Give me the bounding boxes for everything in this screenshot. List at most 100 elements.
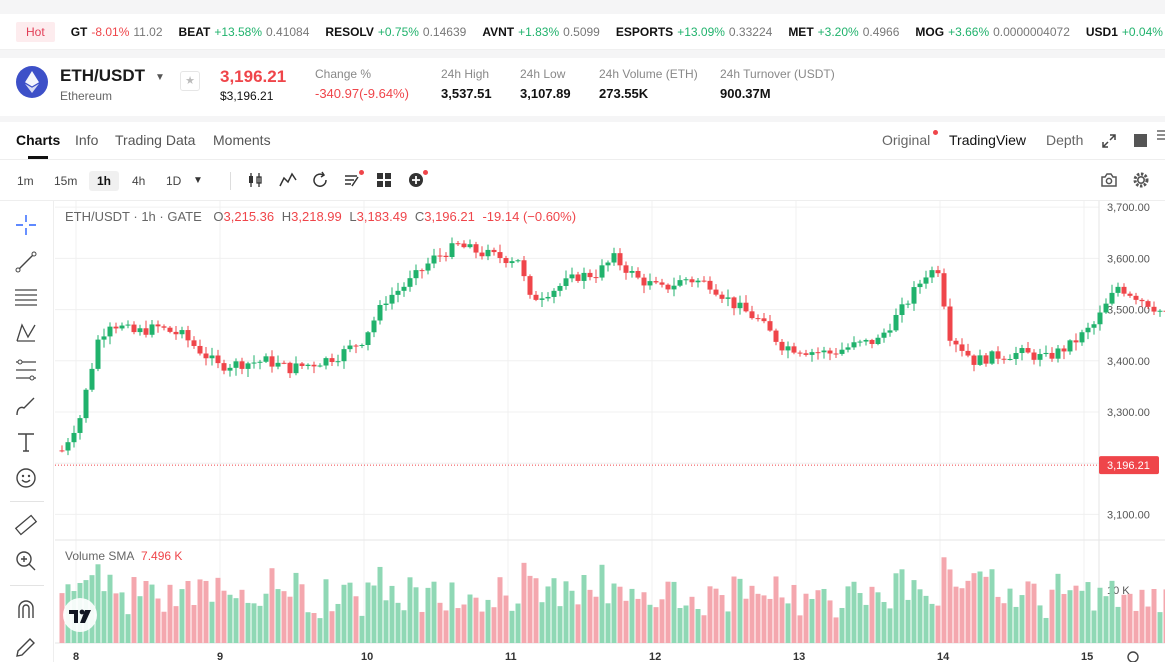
volume-bar xyxy=(744,599,749,643)
candle-body xyxy=(900,304,905,315)
candle-body xyxy=(816,352,821,353)
ruler-icon[interactable] xyxy=(14,513,38,537)
volume-bar xyxy=(978,571,983,643)
pattern-icon[interactable] xyxy=(14,321,38,345)
legend-high-label: H xyxy=(282,209,291,224)
chart-area[interactable]: 3,100.003,200.003,300.003,400.003,500.00… xyxy=(55,201,1165,662)
candle-body xyxy=(750,311,755,318)
ticker-item[interactable]: BEAT+13.58%0.41084 xyxy=(179,25,310,39)
gear-icon[interactable] xyxy=(1132,171,1150,189)
ticker-item[interactable]: AVNT+1.83%0.5099 xyxy=(482,25,600,39)
ticker-item[interactable]: MET+3.20%0.4966 xyxy=(788,25,899,39)
add-icon[interactable] xyxy=(407,171,425,189)
brush-icon[interactable] xyxy=(14,394,38,418)
star-icon[interactable]: ★ xyxy=(180,71,200,91)
volume-bar xyxy=(234,598,239,643)
tab-moments[interactable]: Moments xyxy=(213,132,271,148)
volume-bar xyxy=(696,609,701,643)
ticker-item[interactable]: USD1+0.04%0.999 xyxy=(1086,25,1165,39)
hot-badge[interactable]: Hot xyxy=(16,22,55,42)
tab-original[interactable]: Original xyxy=(882,132,930,148)
layout-icon[interactable] xyxy=(1134,134,1147,147)
ticker-item[interactable]: RESOLV+0.75%0.14639 xyxy=(325,25,466,39)
magnet-icon[interactable] xyxy=(14,598,38,622)
volume-bar xyxy=(318,618,323,643)
volume-bar xyxy=(468,595,473,643)
ticker-symbol: MET xyxy=(788,25,813,39)
volume-bar xyxy=(138,596,143,643)
alerts-icon[interactable] xyxy=(343,171,361,189)
ticker-change: +13.09% xyxy=(677,25,725,39)
volume-bar xyxy=(186,581,191,643)
volume-bar xyxy=(738,579,743,643)
ticker-symbol: RESOLV xyxy=(325,25,373,39)
timeframe-1m[interactable]: 1m xyxy=(9,171,42,191)
volume-bar xyxy=(366,583,371,643)
volume-bar xyxy=(1002,603,1007,643)
candle-body xyxy=(468,244,473,247)
candle-body xyxy=(240,361,245,369)
crosshair-icon[interactable] xyxy=(14,213,38,237)
ticker-item[interactable]: MOG+3.66%0.0000004072 xyxy=(915,25,1069,39)
tab-info[interactable]: Info xyxy=(75,132,98,148)
text-icon[interactable] xyxy=(14,430,38,454)
stat-value: 273.55K xyxy=(599,86,698,101)
legend-low-label: L xyxy=(349,209,356,224)
volume-bar xyxy=(660,599,665,643)
tab-depth[interactable]: Depth xyxy=(1046,132,1083,148)
horizontal-lines-icon[interactable] xyxy=(14,285,38,309)
candle-body xyxy=(510,261,515,263)
tab-trading-data[interactable]: Trading Data xyxy=(115,132,195,148)
volume-bar xyxy=(426,588,431,643)
timeframe-15m[interactable]: 15m xyxy=(46,171,85,191)
pencil-lock-icon[interactable] xyxy=(14,635,38,659)
volume-legend: Volume SMA 7.496 K xyxy=(65,549,182,563)
toolbar-divider xyxy=(230,172,231,190)
volume-bar xyxy=(972,573,977,643)
menu-icon[interactable] xyxy=(1155,130,1165,142)
ticker-item[interactable]: ESPORTS+13.09%0.33224 xyxy=(616,25,772,39)
fullscreen-icon[interactable] xyxy=(1102,134,1116,148)
timeframe-1d[interactable]: 1D xyxy=(158,171,189,191)
candle-body xyxy=(474,244,479,252)
candle-body xyxy=(630,271,635,273)
volume-bar xyxy=(420,612,425,643)
price-chart[interactable]: 3,100.003,200.003,300.003,400.003,500.00… xyxy=(55,201,1165,662)
replay-icon[interactable] xyxy=(311,171,329,189)
volume-bar xyxy=(462,605,467,643)
candle-body xyxy=(1074,340,1079,342)
chevron-down-icon[interactable]: ▼ xyxy=(155,72,165,83)
candle-body xyxy=(624,265,629,273)
tab-charts[interactable]: Charts xyxy=(16,132,60,148)
volume-bar xyxy=(210,602,215,643)
ticker-change: +13.58% xyxy=(214,25,262,39)
layouts-icon[interactable] xyxy=(375,171,393,189)
emoji-icon[interactable] xyxy=(14,466,38,490)
candle-body xyxy=(1062,348,1067,351)
ticker-item[interactable]: GT-8.01%11.02 xyxy=(71,25,163,39)
volume-bar xyxy=(1074,586,1079,643)
volume-bar xyxy=(750,586,755,643)
timeframe-4h[interactable]: 4h xyxy=(124,171,153,191)
trend-line-icon[interactable] xyxy=(14,250,38,274)
volume-bar xyxy=(924,596,929,643)
zoom-in-icon[interactable] xyxy=(14,549,38,573)
ticker-change: +1.83% xyxy=(518,25,559,39)
indicators-icon[interactable] xyxy=(279,171,297,189)
candles-icon[interactable] xyxy=(246,171,264,189)
tab-tradingview[interactable]: TradingView xyxy=(949,132,1026,148)
timeframe-1h[interactable]: 1h xyxy=(89,171,119,191)
ticker-bar: Hot GT-8.01%11.02 BEAT+13.58%0.41084 RESOL… xyxy=(0,14,1165,50)
volume-bar xyxy=(144,581,149,643)
camera-icon[interactable] xyxy=(1100,171,1118,189)
candle-body xyxy=(216,356,221,364)
candle-body xyxy=(732,297,737,308)
candle-body xyxy=(912,287,917,304)
fib-icon[interactable] xyxy=(14,358,38,382)
candle-body xyxy=(1032,353,1037,360)
candle-body xyxy=(594,277,599,278)
candle-body xyxy=(1050,353,1055,359)
pair-name[interactable]: ETH/USDT xyxy=(60,66,145,86)
volume-bar xyxy=(954,587,959,643)
chevron-down-icon[interactable]: ▼ xyxy=(193,175,203,186)
